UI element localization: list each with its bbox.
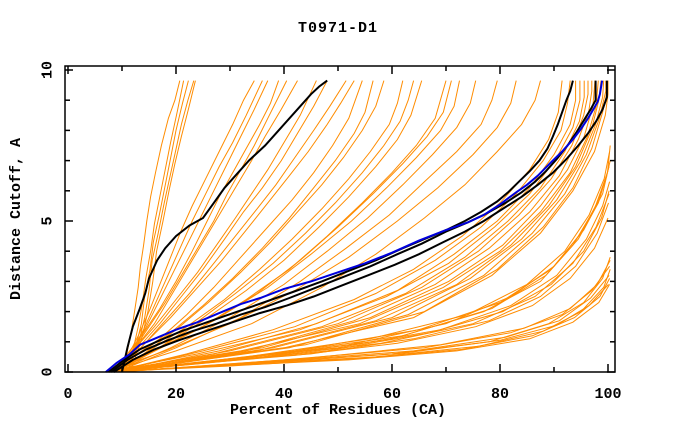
orange-model-line <box>124 80 185 373</box>
x-tick-label: 100 <box>594 386 621 403</box>
chart-title: T0971-D1 <box>297 20 378 37</box>
blue-model-line <box>105 80 604 373</box>
orange-model-line <box>105 80 609 373</box>
black-model-line <box>113 80 608 373</box>
x-tick-label: 20 <box>167 386 185 403</box>
orange-model-line <box>105 80 599 373</box>
orange-model-line <box>108 80 374 373</box>
orange-model-line <box>116 80 263 373</box>
orange-model-line <box>116 80 255 373</box>
x-axis-label: Percent of Residues (CA) <box>229 402 447 419</box>
orange-model-line <box>118 80 269 373</box>
orange-model-line <box>126 80 195 373</box>
orange-model-line <box>113 80 593 373</box>
orange-model-line <box>108 80 541 373</box>
orange-model-line <box>113 80 571 373</box>
orange-model-line <box>113 80 477 373</box>
x-tick-label: 40 <box>275 386 293 403</box>
orange-model-line <box>110 80 385 373</box>
orange-model-line <box>113 80 288 373</box>
orange-model-line <box>113 80 328 373</box>
orange-model-line <box>116 80 347 373</box>
black-model-line <box>110 80 597 373</box>
x-tick-label: 60 <box>383 386 401 403</box>
orange-model-line <box>113 275 610 373</box>
orange-model-line <box>113 193 610 373</box>
plot-frame <box>64 65 616 373</box>
orange-model-line <box>110 80 280 373</box>
orange-model-line <box>116 80 596 373</box>
orange-model-line <box>116 80 577 373</box>
y-tick-label: 0 <box>40 367 57 376</box>
orange-model-line <box>116 160 611 373</box>
orange-model-line <box>111 80 605 373</box>
orange-model-line <box>126 80 189 373</box>
x-tick-label: 80 <box>491 386 509 403</box>
orange-model-line <box>116 80 298 373</box>
y-axis-label: Distance Cutoff, A <box>8 137 25 301</box>
orange-model-line <box>118 80 355 373</box>
orange-model-line <box>129 80 196 373</box>
y-tick-label: 5 <box>40 216 57 225</box>
black-model-line <box>121 79 328 373</box>
orange-model-line <box>111 284 609 373</box>
orange-model-line <box>105 80 581 373</box>
orange-model-line <box>111 80 563 373</box>
orange-model-line <box>105 80 517 373</box>
orange-model-line <box>111 80 589 373</box>
orange-model-line <box>113 80 607 373</box>
orange-model-line <box>108 80 602 373</box>
orange-model-line <box>116 80 498 373</box>
orange-model-line <box>110 80 317 373</box>
x-tick-label: 0 <box>63 386 72 403</box>
orange-model-line <box>108 80 585 373</box>
orange-model-line <box>113 145 611 373</box>
orange-model-line <box>116 151 611 373</box>
y-tick-label: 10 <box>40 61 57 79</box>
orange-model-line <box>119 260 611 373</box>
orange-model-line <box>108 284 611 373</box>
